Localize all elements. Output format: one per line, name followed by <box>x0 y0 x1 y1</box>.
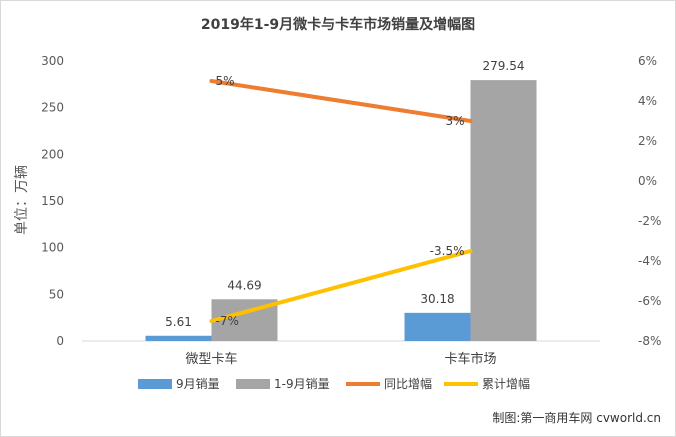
legend-label: 累计增幅 <box>482 376 530 391</box>
line-data-label: -7% <box>216 314 239 328</box>
y2-tick-label: 0% <box>638 174 657 188</box>
y-tick-label: 200 <box>41 147 64 161</box>
y-axis-ticks: 0 50 100 150 200 250 300 <box>41 54 64 348</box>
y2-tick-label: -4% <box>638 254 661 268</box>
bar-data-label: 5.61 <box>165 315 192 329</box>
y2-tick-label: -6% <box>638 294 661 308</box>
y2-axis-ticks: -8% -6% -4% -2% 0% 2% 4% 6% <box>638 54 661 348</box>
y2-tick-label: 6% <box>638 54 657 68</box>
bar-data-label: 279.54 <box>483 59 525 73</box>
legend: 9月销量 1-9月销量 同比增幅 累计增幅 <box>138 376 530 391</box>
y-tick-label: 150 <box>41 194 64 208</box>
y-tick-label: 300 <box>41 54 64 68</box>
y-tick-label: 100 <box>41 241 64 255</box>
bars: 5.61 30.18 44.69 279.54 <box>145 59 537 341</box>
legend-label: 9月销量 <box>176 377 220 391</box>
bar <box>404 312 471 341</box>
legend-label: 1-9月销量 <box>274 377 330 391</box>
bar <box>470 80 537 341</box>
y2-tick-label: 4% <box>638 94 657 108</box>
line-data-label: 3% <box>445 114 464 128</box>
bar-data-label: 30.18 <box>420 292 454 306</box>
x-tick-label: 卡车市场 <box>444 351 496 367</box>
y-tick-label: 50 <box>49 287 64 301</box>
legend-swatch <box>138 379 172 389</box>
y-tick-label: 0 <box>56 334 64 348</box>
y2-tick-label: -8% <box>638 334 661 348</box>
legend-swatch <box>236 379 270 389</box>
x-axis-categories: 微型卡车 卡车市场 <box>185 351 496 367</box>
line-data-label: -3.5% <box>430 244 465 258</box>
lines: 5% 3% -7% -3.5% <box>209 74 473 328</box>
y2-tick-label: -2% <box>638 214 661 228</box>
y-axis-label: 单位：万辆 <box>14 165 30 235</box>
bar-data-label: 44.69 <box>227 278 261 292</box>
credit-text: 制图:第一商用车网 cvworld.cn <box>492 410 661 425</box>
x-tick-label: 微型卡车 <box>185 351 237 367</box>
legend-label: 同比增幅 <box>384 376 432 391</box>
series-line <box>209 79 473 123</box>
line-data-label: 5% <box>216 74 235 88</box>
y-tick-label: 250 <box>41 101 64 115</box>
chart-title: 2019年1-9月微卡与卡车市场销量及增幅图 <box>201 16 475 33</box>
series-line <box>209 249 473 323</box>
bar <box>145 335 212 341</box>
y2-tick-label: 2% <box>638 134 657 148</box>
